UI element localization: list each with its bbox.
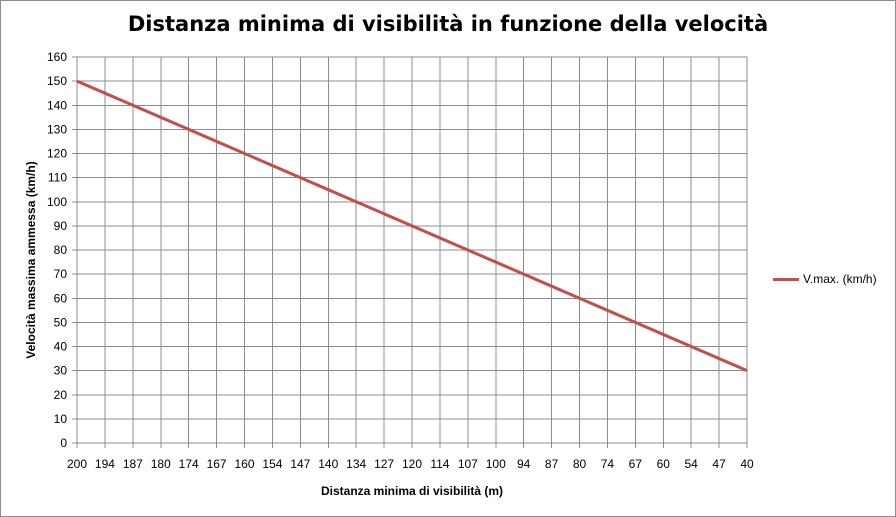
x-tick-label: 87: [545, 457, 559, 471]
x-tick-label: 180: [151, 457, 171, 471]
y-tick-label: 120: [47, 147, 67, 161]
x-tick-label: 54: [684, 457, 698, 471]
x-tick-label: 154: [262, 457, 282, 471]
y-tick-label: 40: [54, 340, 68, 354]
chart-title: Distanza minima di visibilità in funzion…: [127, 12, 769, 36]
x-tick-label: 127: [374, 457, 394, 471]
x-tick-label: 200: [67, 457, 87, 471]
y-tick-label: 60: [54, 291, 68, 305]
y-tick-label: 160: [47, 50, 67, 64]
x-tick-label: 94: [517, 457, 531, 471]
x-tick-label: 40: [740, 457, 754, 471]
y-tick-label: 10: [54, 412, 68, 426]
y-axis-title: Velocità massima ammessa (km/h): [24, 161, 38, 359]
x-tick-label: 60: [657, 457, 671, 471]
legend: V.max. (km/h): [773, 272, 877, 286]
x-tick-label: 160: [234, 457, 254, 471]
legend-swatch: [773, 277, 799, 281]
x-tick-label: 187: [123, 457, 143, 471]
y-tick-label: 0: [60, 436, 67, 450]
y-tick-label: 140: [47, 98, 67, 112]
x-tick-label: 100: [486, 457, 506, 471]
y-tick-label: 100: [47, 195, 67, 209]
x-tick-label: 47: [712, 457, 726, 471]
x-tick-label: 74: [601, 457, 615, 471]
x-tick-label: 114: [430, 457, 449, 471]
x-tick-label: 174: [179, 457, 199, 471]
y-tick-label: 80: [54, 243, 68, 257]
y-tick-label: 50: [54, 315, 68, 329]
y-tick-label: 30: [54, 364, 68, 378]
x-tick-label: 107: [458, 457, 478, 471]
x-tick-label: 140: [318, 457, 338, 471]
y-tick-label: 90: [54, 219, 68, 233]
x-tick-label: 147: [290, 457, 310, 471]
x-tick-label: 167: [207, 457, 227, 471]
x-tick-label: 194: [95, 457, 115, 471]
x-tick-label: 134: [346, 457, 366, 471]
x-tick-label: 80: [573, 457, 587, 471]
y-tick-label: 110: [48, 171, 67, 185]
y-tick-label: 70: [54, 267, 68, 281]
legend-label: V.max. (km/h): [803, 272, 877, 286]
x-tick-label: 120: [402, 457, 422, 471]
x-axis-title: Distanza minima di visibilità (m): [320, 484, 504, 498]
y-tick-label: 20: [54, 388, 68, 402]
y-tick-label: 150: [47, 74, 67, 88]
series-line: [76, 79, 748, 373]
x-tick-label: 67: [629, 457, 643, 471]
y-tick-label: 130: [47, 122, 67, 136]
